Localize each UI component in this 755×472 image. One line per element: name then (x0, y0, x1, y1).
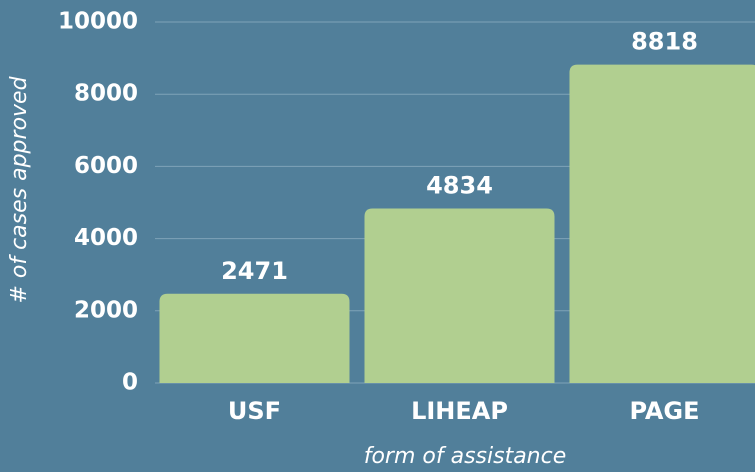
bar (159, 293, 350, 383)
value-label: 4834 (426, 171, 493, 199)
y-tick-label: 4000 (74, 225, 138, 251)
y-axis-label: # of cases approved (7, 75, 32, 303)
value-label: 2471 (221, 257, 288, 285)
y-tick-label: 0 (122, 370, 138, 396)
y-tick-label: 10000 (58, 9, 138, 35)
value-label: 8818 (631, 28, 698, 56)
bar (569, 64, 755, 383)
x-tick-label: PAGE (629, 397, 699, 425)
y-tick-label: 6000 (74, 153, 138, 179)
x-axis-label: form of assistance (364, 444, 567, 469)
bar (364, 208, 555, 383)
y-tick-label: 8000 (74, 81, 138, 107)
y-tick-label: 2000 (74, 297, 138, 323)
x-tick-label: USF (228, 397, 281, 425)
x-tick-label: LIHEAP (411, 397, 508, 425)
